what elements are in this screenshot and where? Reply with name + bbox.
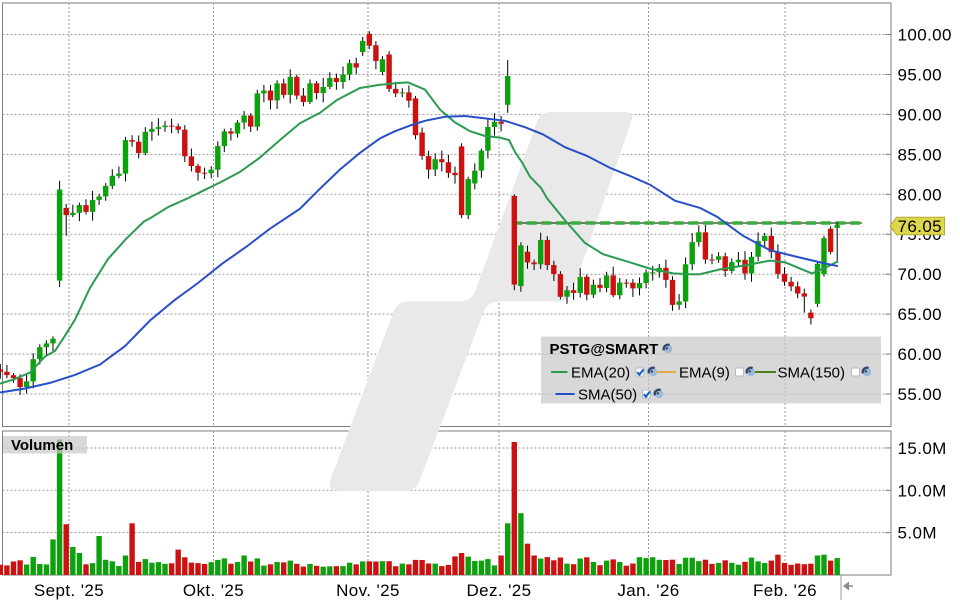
svg-text:SMA(150): SMA(150) xyxy=(778,365,846,382)
svg-text:95.00: 95.00 xyxy=(898,66,943,85)
svg-text:Dez. '25: Dez. '25 xyxy=(466,581,531,600)
svg-text:Jan. '26: Jan. '26 xyxy=(617,581,679,600)
svg-text:55.00: 55.00 xyxy=(898,385,943,404)
svg-text:10.0M: 10.0M xyxy=(898,481,947,500)
svg-text:Okt. '25: Okt. '25 xyxy=(183,581,244,600)
svg-text:76.05: 76.05 xyxy=(898,217,943,236)
svg-text:15.0M: 15.0M xyxy=(898,439,947,458)
svg-text:100.00: 100.00 xyxy=(898,26,952,45)
svg-text:EMA(20): EMA(20) xyxy=(571,365,630,382)
svg-text:65.00: 65.00 xyxy=(898,305,943,324)
svg-text:5.0M: 5.0M xyxy=(898,524,937,543)
svg-text:SMA(50): SMA(50) xyxy=(578,387,637,404)
svg-text:80.00: 80.00 xyxy=(898,185,943,204)
svg-text:Feb. '26: Feb. '26 xyxy=(753,581,817,600)
svg-text:85.00: 85.00 xyxy=(898,145,943,164)
svg-text:Nov. '25: Nov. '25 xyxy=(336,581,400,600)
svg-text:EMA(9): EMA(9) xyxy=(679,365,730,382)
svg-text:70.00: 70.00 xyxy=(898,265,943,284)
svg-text:60.00: 60.00 xyxy=(898,345,943,364)
svg-text:PSTG@SMART: PSTG@SMART xyxy=(550,341,659,358)
svg-text:90.00: 90.00 xyxy=(898,105,943,124)
svg-text:Sept. '25: Sept. '25 xyxy=(34,581,104,600)
svg-text:Volumen: Volumen xyxy=(11,437,73,454)
